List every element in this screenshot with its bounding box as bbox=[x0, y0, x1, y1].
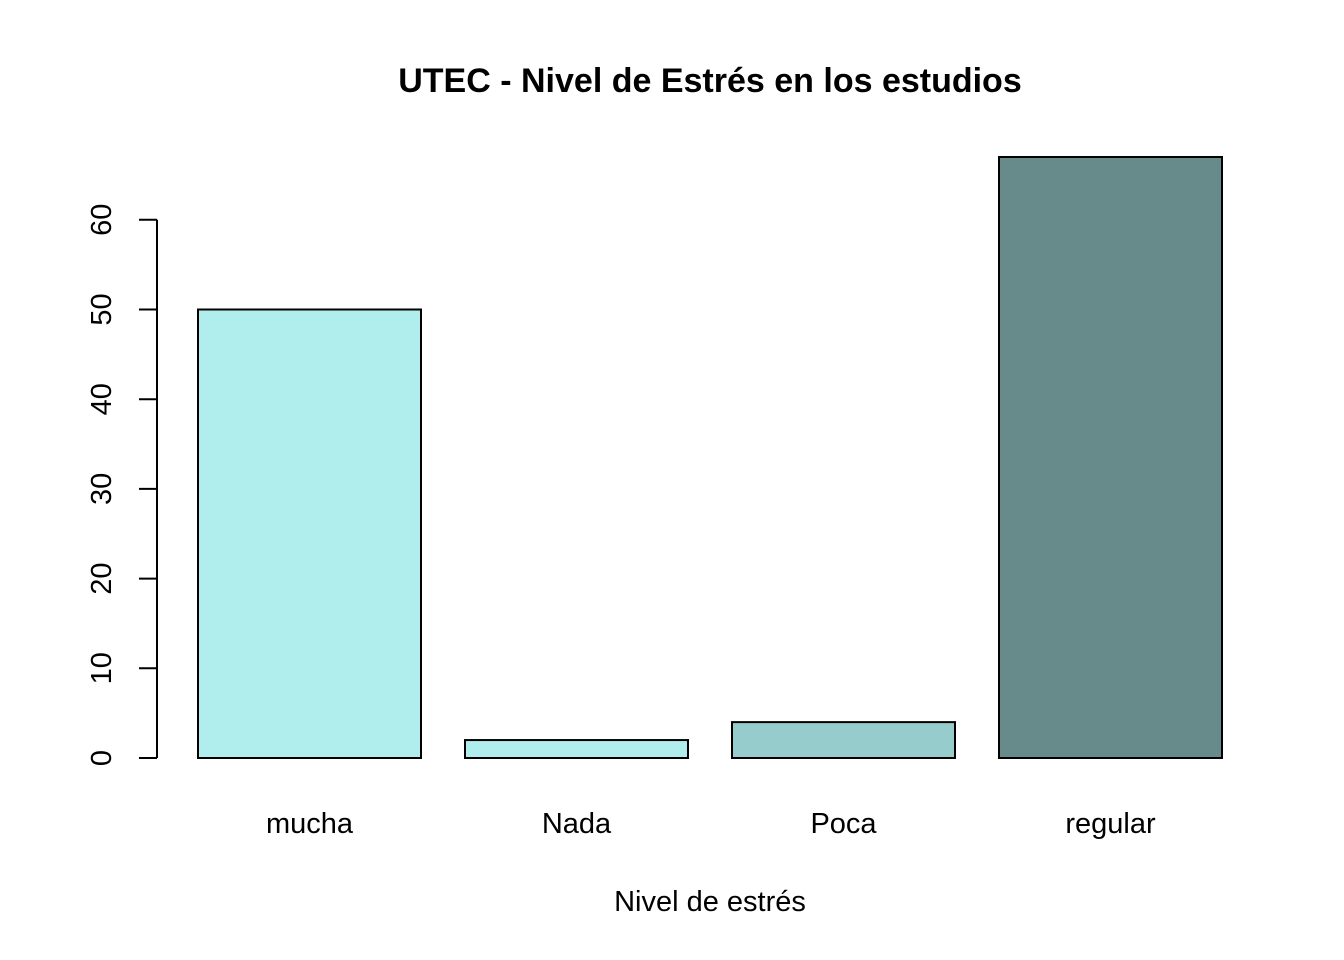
bar-poca bbox=[731, 721, 956, 759]
bars-group bbox=[197, 156, 1223, 759]
y-tick-label-20: 20 bbox=[86, 562, 118, 594]
x-tick-label-mucha: mucha bbox=[266, 808, 354, 840]
x-axis-label: Nivel de estrés bbox=[614, 886, 806, 918]
bar-nada bbox=[464, 739, 689, 759]
chart-title: UTEC - Nivel de Estrés en los estudios bbox=[398, 62, 1022, 100]
y-tick-label-60: 60 bbox=[86, 204, 118, 236]
x-axis-categories: mucha Nada Poca regular bbox=[266, 808, 1156, 840]
x-tick-label-nada: Nada bbox=[542, 808, 612, 840]
bar-mucha bbox=[197, 308, 422, 759]
x-tick-label-regular: regular bbox=[1065, 808, 1156, 840]
bar-regular bbox=[998, 156, 1223, 759]
y-axis: 0 10 20 30 40 50 60 bbox=[86, 204, 158, 766]
y-tick-label-0: 0 bbox=[86, 750, 118, 766]
x-tick-label-poca: Poca bbox=[810, 808, 877, 840]
y-tick-label-30: 30 bbox=[86, 473, 118, 505]
y-tick-label-50: 50 bbox=[86, 293, 118, 325]
y-tick-label-10: 10 bbox=[86, 652, 118, 684]
y-tick-label-40: 40 bbox=[86, 383, 118, 415]
